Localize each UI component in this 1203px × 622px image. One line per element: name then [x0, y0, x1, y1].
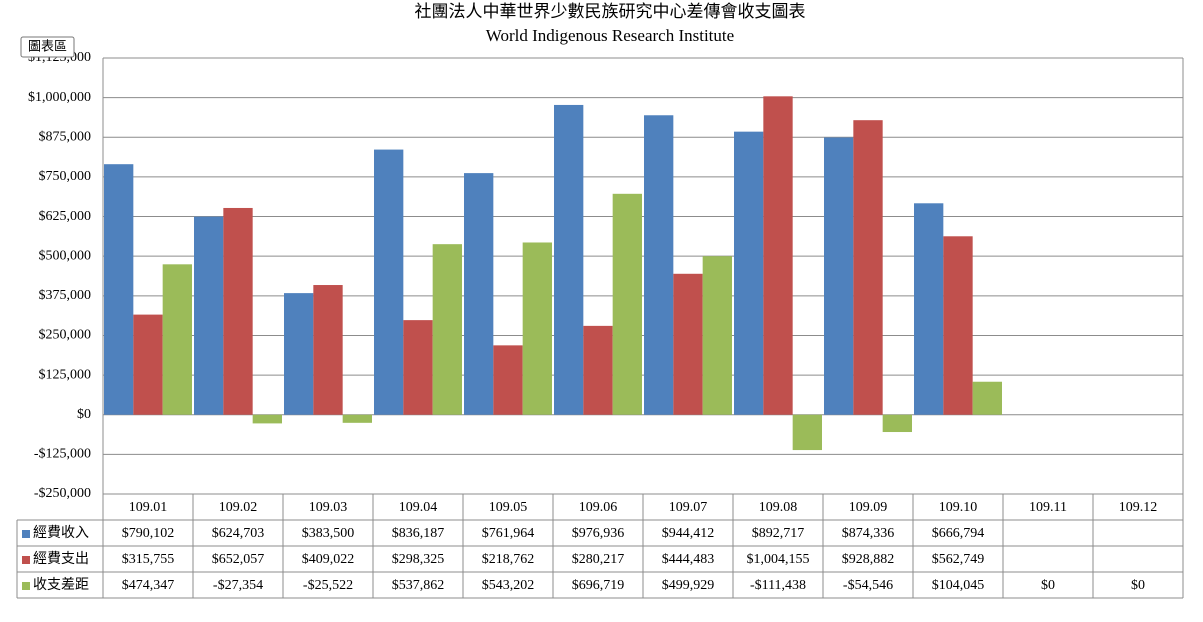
- x-tick-label: 109.08: [759, 500, 798, 515]
- table-value: $444,483: [662, 552, 715, 567]
- y-tick-label: $125,000: [39, 367, 92, 382]
- bar: [943, 236, 973, 415]
- table-value: $499,929: [662, 578, 715, 593]
- y-tick-label: $375,000: [39, 288, 92, 303]
- y-tick-label: -$125,000: [34, 447, 91, 462]
- table-value: $874,336: [842, 526, 895, 541]
- x-tick-label: 109.05: [489, 500, 528, 515]
- bar: [914, 203, 944, 415]
- y-tick-label: $625,000: [39, 209, 92, 224]
- bar: [194, 216, 224, 415]
- table-value: $562,749: [932, 552, 985, 567]
- table-value: $298,325: [392, 552, 445, 567]
- legend-swatch: [22, 556, 30, 564]
- table-value: $1,004,155: [747, 552, 810, 567]
- x-tick-label: 109.07: [669, 500, 708, 515]
- y-tick-label: $875,000: [39, 129, 92, 144]
- table-value: $761,964: [482, 526, 535, 541]
- table-value: $104,045: [932, 578, 985, 593]
- table-value: $474,347: [122, 578, 175, 593]
- table-value: $624,703: [212, 526, 265, 541]
- table-value: $280,217: [572, 552, 625, 567]
- bar: [342, 414, 372, 423]
- x-tick-label: 109.12: [1119, 500, 1158, 515]
- bar: [763, 96, 793, 415]
- bar: [252, 414, 282, 424]
- y-tick-label: -$250,000: [34, 486, 91, 501]
- chart-subtitle: World Indigenous Research Institute: [486, 26, 734, 45]
- table-value: $976,936: [572, 526, 625, 541]
- bar: [464, 173, 494, 415]
- legend-label: 收支差距: [33, 577, 89, 593]
- table-value: $543,202: [482, 578, 535, 593]
- bar: [432, 244, 462, 415]
- bar: [644, 115, 674, 415]
- table-value: -$111,438: [750, 578, 806, 593]
- x-tick-label: 109.03: [309, 500, 348, 515]
- table-value: $836,187: [392, 526, 445, 541]
- table-value: $0: [1131, 578, 1145, 593]
- table-value: -$27,354: [213, 578, 263, 593]
- chart-title: 社團法人中華世界少數民族研究中心差傳會收支圖表: [415, 2, 806, 21]
- bar: [104, 164, 134, 415]
- bar: [493, 345, 523, 415]
- bar: [522, 242, 552, 415]
- table-value: $944,412: [662, 526, 715, 541]
- bar: [133, 314, 163, 415]
- bar: [702, 256, 732, 415]
- bar: [162, 264, 192, 415]
- bar: [673, 273, 703, 415]
- x-tick-label: 109.11: [1029, 500, 1067, 515]
- x-tick-label: 109.04: [399, 500, 438, 515]
- bar: [882, 414, 912, 433]
- y-tick-label: $750,000: [39, 169, 92, 184]
- bar: [612, 193, 642, 415]
- bar: [313, 285, 343, 415]
- bar: [792, 414, 822, 451]
- bar: [403, 320, 433, 415]
- table-value: $892,717: [752, 526, 805, 541]
- bar: [223, 207, 253, 415]
- legend-label: 經費支出: [33, 551, 89, 567]
- bar: [734, 131, 764, 415]
- legend-swatch: [22, 530, 30, 538]
- y-tick-label: $0: [77, 407, 91, 422]
- y-tick-label: $500,000: [39, 248, 92, 263]
- x-tick-label: 109.09: [849, 500, 888, 515]
- x-tick-label: 109.02: [219, 500, 258, 515]
- table-value: $696,719: [572, 578, 625, 593]
- table-value: $383,500: [302, 526, 355, 541]
- bar: [374, 149, 404, 415]
- table-value: -$54,546: [843, 578, 893, 593]
- y-tick-label: $1,000,000: [28, 90, 91, 105]
- table-value: $0: [1041, 578, 1055, 593]
- y-tick-label: $250,000: [39, 328, 92, 343]
- table-value: $928,882: [842, 552, 895, 567]
- bar: [853, 120, 883, 415]
- bar: [554, 104, 584, 415]
- bar: [972, 381, 1002, 415]
- table-value: $790,102: [122, 526, 175, 541]
- legend-label: 經費收入: [33, 525, 89, 541]
- bar: [284, 293, 314, 415]
- table-value: -$25,522: [303, 578, 353, 593]
- x-tick-label: 109.10: [939, 500, 978, 515]
- bar: [824, 137, 854, 415]
- x-tick-label: 109.01: [129, 500, 168, 515]
- legend-swatch: [22, 582, 30, 590]
- tooltip: 圖表區: [28, 38, 67, 53]
- table-value: $315,755: [122, 552, 175, 567]
- table-value: $409,022: [302, 552, 355, 567]
- table-value: $652,057: [212, 552, 265, 567]
- table-value: $666,794: [932, 526, 985, 541]
- table-value: $537,862: [392, 578, 445, 593]
- x-tick-label: 109.06: [579, 500, 618, 515]
- tooltip-box: [20, 36, 75, 58]
- table-value: $218,762: [482, 552, 535, 567]
- bar: [583, 325, 613, 415]
